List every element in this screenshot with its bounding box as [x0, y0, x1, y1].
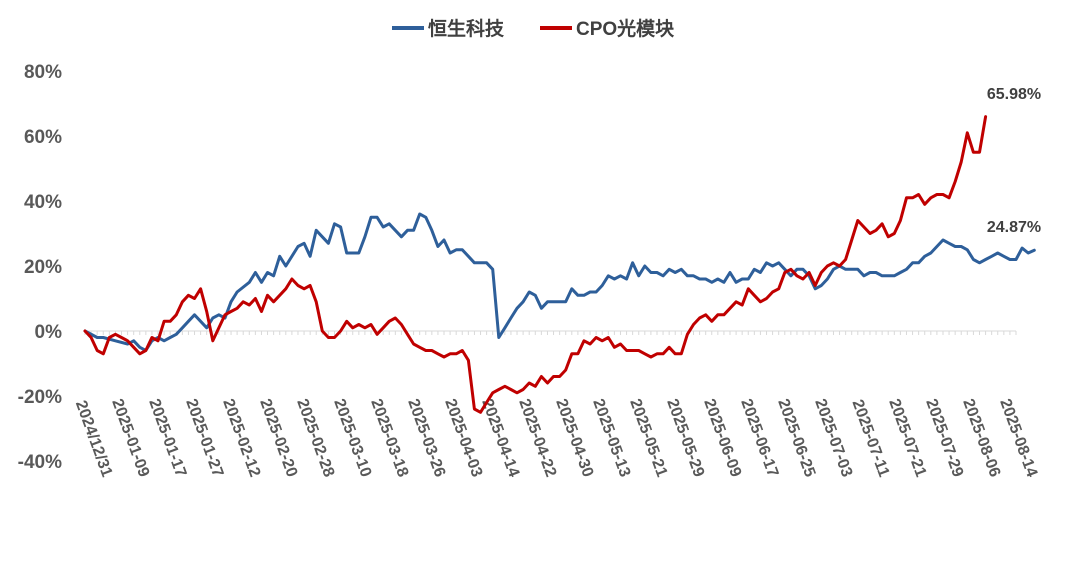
x-tick-label: 2025-08-06 [959, 397, 1003, 480]
x-tick-label: 2025-01-09 [108, 397, 152, 480]
y-tick-label: 0% [35, 322, 63, 343]
series-line-cpo [83, 115, 988, 414]
y-tick-label: -20% [18, 387, 62, 408]
x-tick-label: 2025-03-10 [330, 397, 374, 480]
x-tick-label: 2025-06-17 [737, 397, 781, 480]
x-tick-label: 2025-05-29 [663, 397, 707, 480]
x-tick-label: 2025-06-25 [774, 397, 818, 480]
end-labels: 24.87% 65.98% [987, 86, 1041, 236]
x-tick-label: 2025-07-11 [849, 397, 893, 479]
x-tick-label: 2025-04-14 [478, 397, 522, 480]
legend-label-cpo: CPO光模块 [576, 17, 675, 40]
x-tick-label: 2025-06-09 [700, 397, 744, 480]
legend-label-hstech: 恒生科技 [428, 17, 505, 40]
x-tick-label: 2025-04-30 [552, 397, 596, 480]
x-tick-label: 2025-02-20 [256, 397, 300, 480]
x-tick-label: 2025-01-17 [145, 397, 189, 480]
y-tick-label: 40% [24, 192, 62, 213]
x-tick-label: 2025-07-29 [922, 397, 966, 480]
x-tick-label: 2025-05-13 [589, 397, 633, 480]
x-tick-label: 2025-03-26 [404, 397, 448, 480]
series-layer [83, 115, 1036, 414]
series-line-hstech [83, 212, 1036, 352]
y-axis: 80% 60% 40% 20% 0% -20% -40% [18, 62, 62, 473]
x-tick-label: 2025-08-14 [996, 397, 1040, 480]
y-tick-label: 80% [24, 62, 62, 83]
x-tick-label: 2025-04-22 [515, 397, 559, 480]
x-tick-label: 2025-02-12 [219, 397, 263, 480]
x-tick-label: 2025-07-21 [885, 397, 929, 480]
x-tick-label: 2025-04-03 [441, 397, 485, 480]
end-label-cpo: 65.98% [987, 86, 1041, 103]
x-tick-label: 2024/12/31 [72, 398, 115, 479]
x-axis: 2024/12/312025-01-092025-01-172025-01-27… [72, 330, 1040, 480]
x-tick-label: 2025-01-27 [182, 397, 226, 480]
y-tick-label: 20% [24, 257, 62, 278]
x-tick-label: 2025-02-28 [293, 397, 337, 480]
y-tick-label: -40% [18, 452, 62, 473]
x-tick-label: 2025-05-21 [626, 397, 670, 480]
legend: 恒生科技 CPO光模块 [392, 17, 675, 40]
x-tick-label: 2025-03-18 [367, 397, 411, 480]
end-label-hstech: 24.87% [987, 219, 1041, 236]
y-tick-label: 60% [24, 127, 62, 148]
x-tick-label: 2025-07-03 [811, 397, 855, 480]
